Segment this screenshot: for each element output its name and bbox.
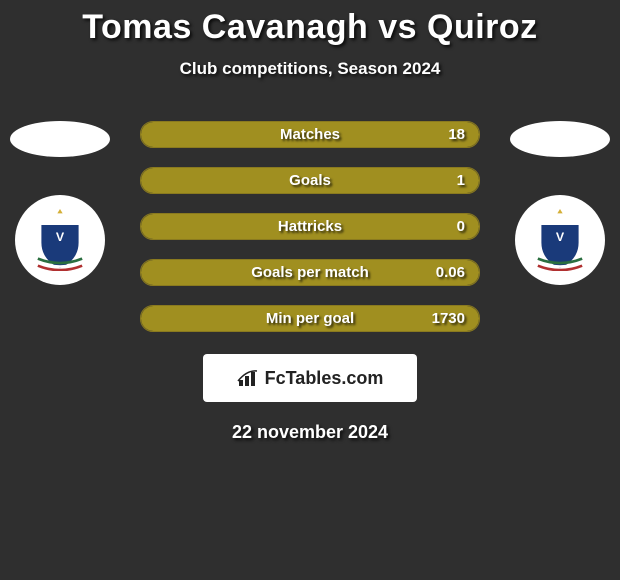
stat-value: 1 [457,168,465,193]
stat-row-matches: Matches 18 [140,121,480,148]
stat-row-goals: Goals 1 [140,167,480,194]
player-right-club-badge: V [515,195,605,285]
stat-label: Goals per match [141,260,479,285]
watermark-text: FcTables.com [265,368,384,389]
date: 22 november 2024 [0,422,620,443]
stat-row-min-per-goal: Min per goal 1730 [140,305,480,332]
player-left-column: V [0,121,120,285]
main-area: V V [0,121,620,443]
player-left-club-badge: V [15,195,105,285]
stat-rows: Matches 18 Goals 1 Hattricks 0 Goals per… [140,121,480,332]
stat-label: Min per goal [141,306,479,331]
stat-value: 0 [457,214,465,239]
comparison-card: Tomas Cavanagh vs Quiroz Club competitio… [0,0,620,443]
stat-value: 1730 [432,306,465,331]
player-right-photo-placeholder [510,121,610,157]
bar-chart-icon [237,368,261,388]
shield-icon: V [33,209,87,271]
stat-row-goals-per-match: Goals per match 0.06 [140,259,480,286]
stat-label: Hattricks [141,214,479,239]
player-right-column: V [500,121,620,285]
watermark: FcTables.com [203,354,417,402]
stat-label: Goals [141,168,479,193]
stat-label: Matches [141,122,479,147]
svg-text:V: V [556,230,565,244]
stat-value: 0.06 [436,260,465,285]
shield-icon: V [533,209,587,271]
subtitle: Club competitions, Season 2024 [0,59,620,79]
page-title: Tomas Cavanagh vs Quiroz [0,8,620,47]
svg-text:V: V [56,230,65,244]
player-left-photo-placeholder [10,121,110,157]
stat-value: 18 [448,122,465,147]
stat-row-hattricks: Hattricks 0 [140,213,480,240]
